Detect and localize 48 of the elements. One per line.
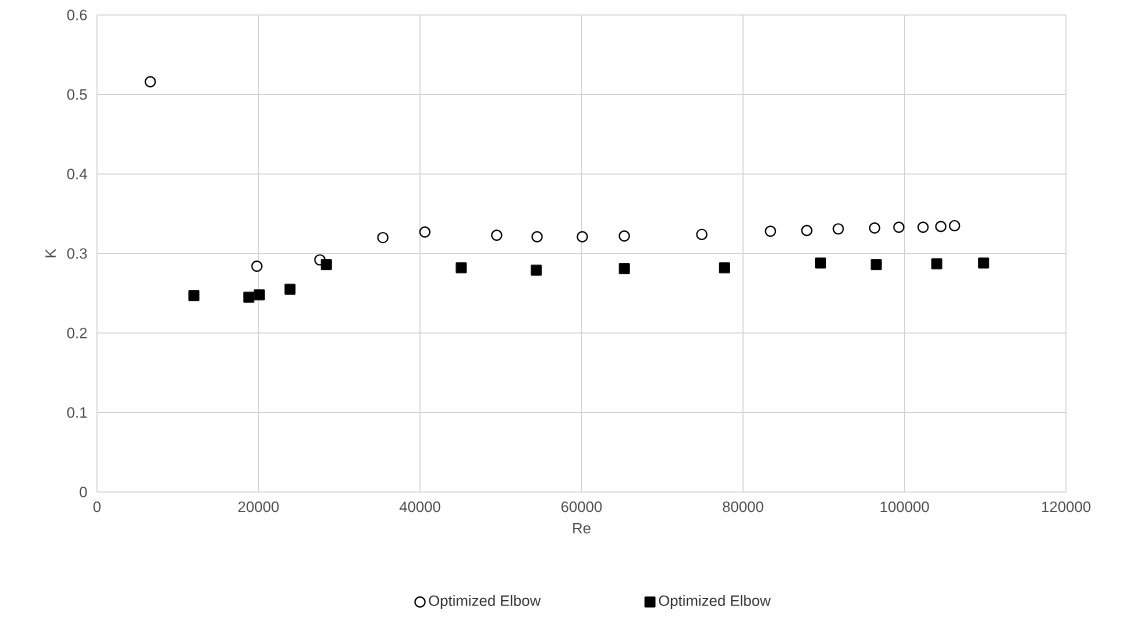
x-tick-label: 120000 — [1042, 501, 1091, 513]
point — [251, 260, 263, 272]
point — [931, 258, 943, 270]
point — [696, 228, 708, 241]
point — [832, 223, 844, 235]
point — [455, 262, 467, 274]
y-tick-label: 0.3 — [67, 248, 87, 259]
point — [284, 283, 296, 295]
point — [893, 221, 905, 233]
point — [718, 262, 730, 274]
point — [801, 224, 813, 237]
x-tick-label: 60000 — [561, 501, 602, 513]
point — [188, 290, 200, 302]
point — [764, 225, 777, 237]
point — [978, 257, 990, 269]
y-tick-label: 0.4 — [67, 168, 88, 180]
x-tick-label: 0 — [93, 501, 101, 513]
x-axis-title: Re — [573, 523, 591, 534]
point — [144, 76, 156, 88]
x-tick-label: 100000 — [880, 501, 929, 513]
y-tick-label: 0.2 — [67, 327, 87, 339]
y-tick-label: 0.5 — [67, 89, 87, 100]
x-tick-label: 40000 — [399, 501, 441, 513]
point — [320, 259, 332, 271]
x-tick-label: 80000 — [722, 501, 764, 513]
point — [815, 257, 827, 269]
legend-label: Optimized Elbow — [658, 594, 771, 609]
y-tick-label: 0.1 — [67, 407, 87, 418]
point — [935, 220, 947, 233]
point — [243, 291, 255, 303]
point — [618, 263, 630, 275]
x-tick-label: 20000 — [238, 501, 279, 513]
point — [917, 221, 929, 233]
point — [419, 226, 431, 238]
point — [491, 229, 503, 241]
point — [618, 230, 630, 242]
point — [531, 231, 543, 243]
point — [530, 264, 542, 276]
point — [377, 231, 389, 244]
y-tick-label: 0.6 — [67, 9, 87, 21]
y-axis-title: K — [45, 248, 56, 258]
y-tick-label: 0 — [79, 486, 87, 498]
point — [868, 222, 881, 234]
point — [870, 259, 882, 271]
point — [948, 219, 961, 232]
legend-label: Optimized Elbow — [428, 594, 541, 609]
point — [253, 289, 265, 301]
point — [576, 231, 589, 243]
